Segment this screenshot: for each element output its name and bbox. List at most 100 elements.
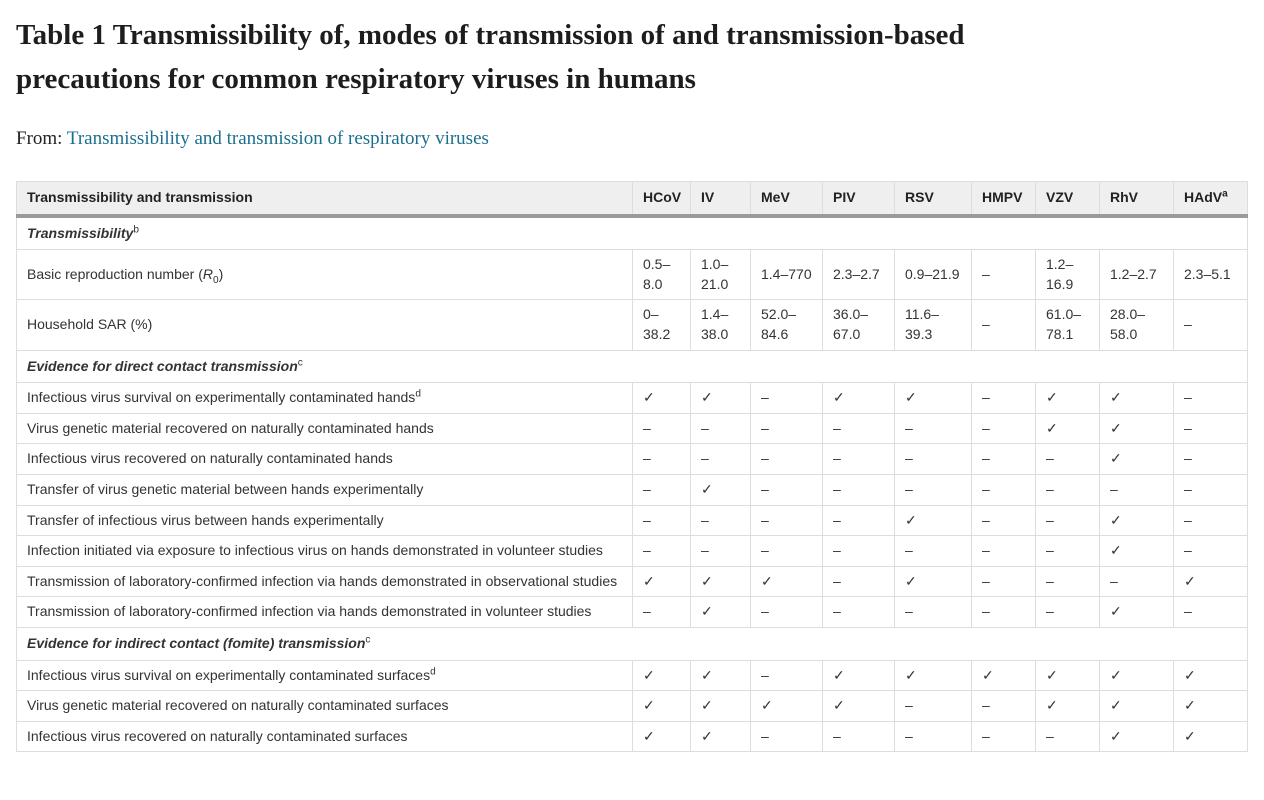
value-cell: 1.0–21.0 bbox=[690, 249, 751, 301]
check-cell: ✓ bbox=[1035, 690, 1100, 722]
check-cell: ✓ bbox=[1173, 659, 1248, 692]
check-cell: ✓ bbox=[1099, 659, 1174, 692]
dash-cell: – bbox=[750, 504, 823, 537]
dash-cell: – bbox=[822, 596, 895, 628]
check-cell: ✓ bbox=[822, 382, 895, 414]
footnote-marker: c bbox=[365, 634, 371, 646]
dash-cell: – bbox=[894, 473, 972, 506]
row-label: Infectious virus recovered on naturally … bbox=[16, 443, 633, 475]
dash-cell: – bbox=[894, 535, 972, 567]
row-label: Infectious virus survival on experimenta… bbox=[16, 382, 633, 414]
check-cell: ✓ bbox=[1035, 659, 1100, 692]
check-cell: ✓ bbox=[1173, 565, 1248, 598]
dash-cell: – bbox=[894, 412, 972, 445]
dash-cell: – bbox=[822, 443, 895, 475]
value-cell: 28.0–58.0 bbox=[1099, 299, 1174, 351]
dash-cell: – bbox=[971, 249, 1036, 301]
check-cell: ✓ bbox=[894, 659, 972, 692]
dash-cell: – bbox=[971, 382, 1036, 414]
table-row: Transmission of laboratory-confirmed inf… bbox=[16, 565, 1248, 598]
table-row: Transfer of infectious virus between han… bbox=[16, 504, 1248, 537]
value-cell: 61.0–78.1 bbox=[1035, 299, 1100, 351]
row-label: Transfer of infectious virus between han… bbox=[16, 504, 633, 537]
dash-cell: – bbox=[971, 299, 1036, 351]
section-heading: Evidence for direct contact transmission… bbox=[16, 349, 1248, 384]
footnote-marker: a bbox=[1222, 188, 1228, 200]
dash-cell: – bbox=[750, 382, 823, 414]
check-cell: ✓ bbox=[632, 720, 691, 753]
dash-cell: – bbox=[750, 443, 823, 475]
check-cell: ✓ bbox=[1173, 720, 1248, 753]
table-title-line: precautions for common respiratory virus… bbox=[16, 62, 696, 95]
dash-cell: – bbox=[632, 473, 691, 506]
dash-cell: – bbox=[690, 412, 751, 445]
value-cell: 1.4–770 bbox=[750, 249, 823, 301]
check-cell: ✓ bbox=[690, 720, 751, 753]
dash-cell: – bbox=[750, 596, 823, 628]
dash-cell: – bbox=[1035, 473, 1100, 506]
dash-cell: – bbox=[971, 720, 1036, 753]
dash-cell: – bbox=[1035, 720, 1100, 753]
check-cell: ✓ bbox=[632, 565, 691, 598]
table-row: Transfer of virus genetic material betwe… bbox=[16, 473, 1248, 506]
dash-cell: – bbox=[971, 473, 1036, 506]
row-label: Household SAR (%) bbox=[16, 299, 633, 351]
check-cell: ✓ bbox=[1099, 443, 1174, 475]
check-cell: ✓ bbox=[822, 659, 895, 692]
check-cell: ✓ bbox=[1173, 690, 1248, 722]
column-header-rsv: RSV bbox=[894, 180, 972, 218]
dash-cell: – bbox=[971, 412, 1036, 445]
check-cell: ✓ bbox=[1035, 412, 1100, 445]
check-cell: ✓ bbox=[750, 565, 823, 598]
dash-cell: – bbox=[1173, 473, 1248, 506]
check-cell: ✓ bbox=[1099, 504, 1174, 537]
dash-cell: – bbox=[632, 535, 691, 567]
dash-cell: – bbox=[822, 720, 895, 753]
page-container: Table 1 Transmissibility of, modes of tr… bbox=[0, 14, 1264, 753]
dash-cell: – bbox=[822, 565, 895, 598]
footnote-marker: d bbox=[430, 665, 436, 677]
column-header-iv: IV bbox=[690, 180, 751, 218]
table-row: Virus genetic material recovered on natu… bbox=[16, 412, 1248, 445]
dash-cell: – bbox=[632, 596, 691, 628]
table-title: Table 1 Transmissibility of, modes of tr… bbox=[16, 14, 1248, 101]
check-cell: ✓ bbox=[1035, 382, 1100, 414]
table-row: Infectious virus survival on experimenta… bbox=[16, 659, 1248, 692]
dash-cell: – bbox=[632, 443, 691, 475]
dash-cell: – bbox=[894, 596, 972, 628]
dash-cell: – bbox=[894, 443, 972, 475]
table-row: Infection initiated via exposure to infe… bbox=[16, 535, 1248, 567]
dash-cell: – bbox=[1173, 299, 1248, 351]
row-label: Infectious virus survival on experimenta… bbox=[16, 659, 633, 692]
table-row: Infectious virus recovered on naturally … bbox=[16, 720, 1248, 753]
article-link[interactable]: Transmissibility and transmission of res… bbox=[66, 128, 489, 149]
check-cell: ✓ bbox=[632, 690, 691, 722]
value-cell: 0.5–8.0 bbox=[632, 249, 691, 301]
table-row: Transmission of laboratory-confirmed inf… bbox=[16, 596, 1248, 628]
r0-symbol: R bbox=[202, 265, 213, 282]
section-row: Transmissibilityb bbox=[16, 215, 1248, 251]
value-cell: 52.0–84.6 bbox=[750, 299, 823, 351]
value-cell: 0.9–21.9 bbox=[894, 249, 972, 301]
table-row: Infectious virus recovered on naturally … bbox=[16, 443, 1248, 475]
table-row: Household SAR (%) 0–38.2 1.4–38.0 52.0–84.6… bbox=[16, 299, 1248, 351]
dash-cell: – bbox=[971, 504, 1036, 537]
dash-cell: – bbox=[1035, 443, 1100, 475]
value-cell: 1.4–38.0 bbox=[690, 299, 751, 351]
check-cell: ✓ bbox=[894, 504, 972, 537]
row-label: Transmission of laboratory-confirmed inf… bbox=[16, 596, 633, 628]
dash-cell: – bbox=[1099, 473, 1174, 506]
dash-cell: – bbox=[750, 535, 823, 567]
dash-cell: – bbox=[1173, 382, 1248, 414]
value-cell: 0–38.2 bbox=[632, 299, 691, 351]
dash-cell: – bbox=[690, 535, 751, 567]
dash-cell: – bbox=[1035, 565, 1100, 598]
r0-subscript: 0 bbox=[213, 274, 219, 286]
dash-cell: – bbox=[822, 535, 895, 567]
column-header-hcov: HCoV bbox=[632, 180, 691, 218]
column-header-rhv: RhV bbox=[1099, 180, 1174, 218]
dash-cell: – bbox=[632, 504, 691, 537]
dash-cell: – bbox=[971, 443, 1036, 475]
dash-cell: – bbox=[822, 504, 895, 537]
check-cell: ✓ bbox=[894, 382, 972, 414]
